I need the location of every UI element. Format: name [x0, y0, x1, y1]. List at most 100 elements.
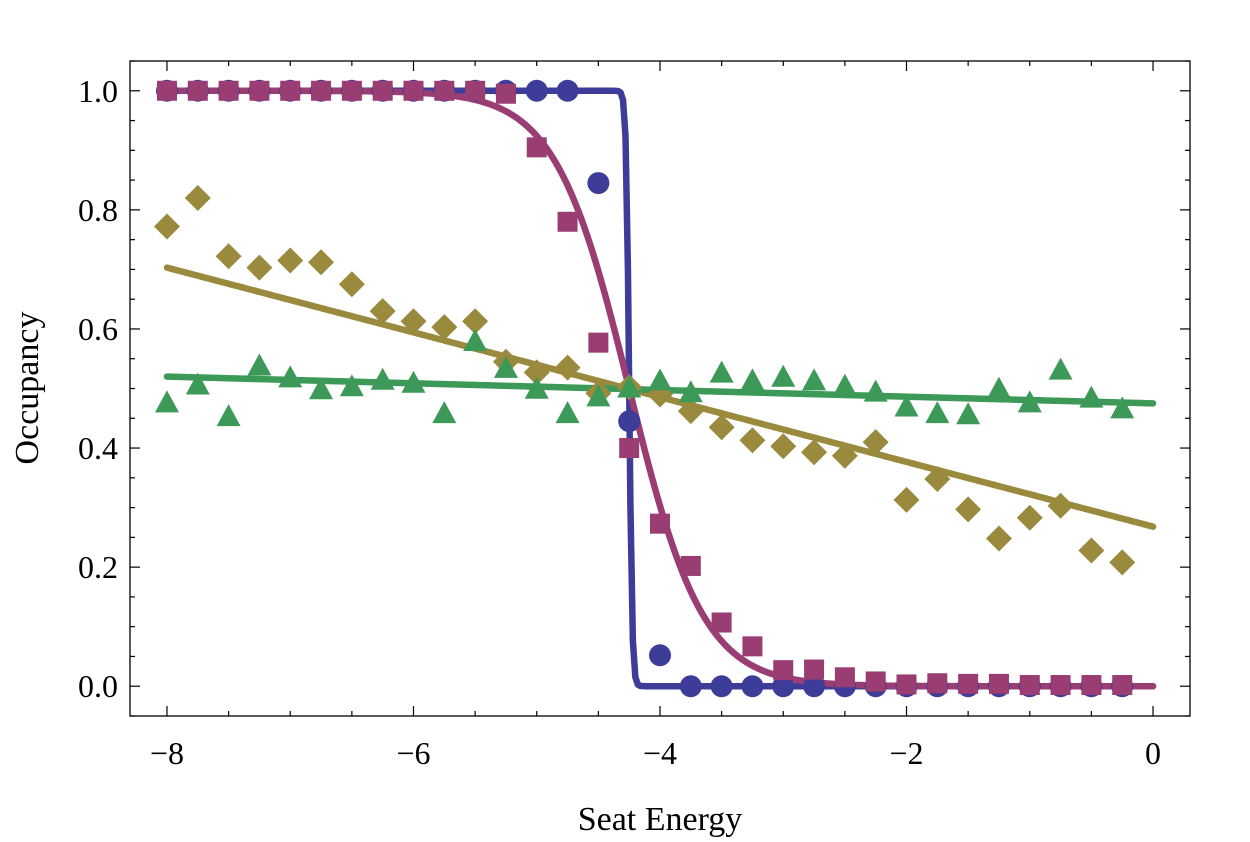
square-point — [187, 80, 208, 101]
square-point — [1081, 675, 1102, 696]
diamond-point — [215, 243, 242, 270]
diamond-point — [1109, 549, 1136, 576]
y-tick-label: 0.2 — [78, 549, 118, 585]
triangle-point — [802, 368, 827, 391]
square-point — [341, 80, 362, 101]
diamond-point — [955, 496, 982, 523]
square-point — [958, 673, 979, 694]
triangle-point — [524, 376, 549, 399]
diamond-point — [246, 254, 273, 281]
triangle-point — [740, 368, 765, 391]
x-tick-label: −2 — [889, 735, 923, 771]
square-point — [1050, 675, 1071, 696]
square-point — [526, 137, 547, 158]
x-axis-label: Seat Energy — [578, 801, 743, 838]
triangle-point — [832, 373, 857, 396]
square-point — [465, 80, 486, 101]
diamond-point — [985, 525, 1012, 552]
triangle-point — [1017, 390, 1042, 413]
diamond-point — [708, 414, 735, 441]
tick-labels: −8 −6 −4 −2 0 0.0 0.2 0.4 0.6 0.8 1.0 — [78, 73, 1161, 771]
diamond-point — [431, 314, 458, 341]
diamond-point — [1047, 492, 1074, 519]
circle-point — [772, 675, 795, 698]
triangle-point — [678, 380, 703, 403]
circle-point — [649, 644, 671, 667]
triangle-point — [247, 353, 272, 376]
square-point — [711, 612, 732, 633]
square-point — [804, 659, 825, 680]
diamond-point — [554, 354, 581, 381]
x-tick-label: −4 — [643, 735, 677, 771]
triangle-point — [370, 367, 395, 390]
triangle-point — [339, 374, 364, 397]
triangle-point — [986, 376, 1011, 399]
axis-ticks — [130, 60, 1190, 717]
triangle-point — [1079, 385, 1104, 408]
y-tick-label: 0.4 — [78, 430, 118, 466]
circle-point — [556, 79, 579, 102]
triangle-point — [463, 329, 488, 352]
square-point — [988, 673, 1009, 694]
diamond-point — [338, 271, 365, 298]
square-point — [1112, 675, 1133, 696]
square-point — [311, 80, 332, 101]
triangle-point — [894, 394, 919, 417]
y-tick-label: 0.6 — [78, 311, 118, 347]
triangle-point — [309, 377, 334, 400]
square-point — [650, 513, 670, 534]
square-point — [156, 80, 177, 101]
y-tick-label: 1.0 — [78, 73, 118, 109]
triangle-point — [216, 404, 241, 427]
circle-point — [803, 675, 826, 698]
square-point — [773, 660, 794, 681]
triangle-point — [401, 370, 426, 393]
triangle-point — [278, 365, 303, 388]
diamond-point — [924, 466, 951, 493]
square-point — [403, 80, 424, 101]
triangle-point — [617, 375, 642, 398]
diamond-point — [739, 427, 766, 454]
square-point — [557, 211, 578, 232]
circle-point — [618, 410, 641, 433]
triangle-point — [1110, 396, 1135, 419]
square-point — [742, 636, 763, 657]
triangle-point — [956, 402, 981, 425]
diamond-point — [308, 249, 335, 276]
diamond-point — [677, 398, 704, 425]
square-point — [588, 332, 609, 353]
x-tick-label: −6 — [396, 735, 430, 771]
y-axis-label: Occupancy — [9, 312, 46, 465]
triangle-point — [925, 401, 950, 424]
square-point — [896, 674, 917, 695]
diamond-point — [462, 308, 489, 335]
square-point — [372, 80, 393, 101]
diamond-point — [862, 429, 889, 456]
diamond-point — [153, 213, 180, 240]
square-point — [619, 438, 640, 459]
triangle-point — [648, 368, 672, 391]
data-points — [153, 79, 1136, 698]
square-point — [680, 555, 701, 576]
y-tick-label: 0.0 — [78, 668, 118, 704]
square-point — [865, 671, 886, 692]
triangle-point — [555, 401, 580, 424]
triangle-point — [432, 401, 457, 424]
diamond-point — [801, 439, 828, 466]
square-point — [834, 667, 855, 688]
circle-point — [710, 675, 733, 698]
triangle-point — [185, 372, 210, 395]
triangle-point — [771, 364, 796, 387]
diamond-point — [1078, 537, 1105, 564]
circle-point — [525, 79, 548, 102]
diamond-point — [369, 298, 396, 325]
x-tick-label: −8 — [150, 735, 184, 771]
square-point — [218, 80, 239, 101]
square-point — [927, 673, 948, 694]
square-point — [1019, 675, 1040, 696]
x-tick-label: 0 — [1145, 735, 1161, 771]
square-point — [280, 80, 301, 101]
y-tick-label: 0.8 — [78, 192, 118, 228]
diamond-point — [893, 486, 920, 513]
